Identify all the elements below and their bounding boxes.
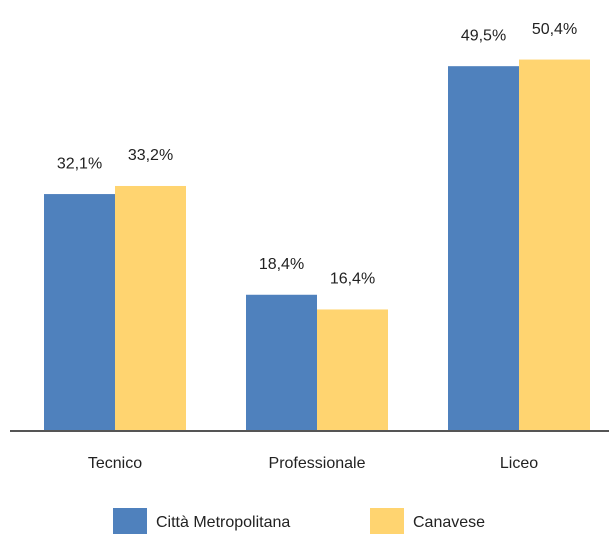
data-label: 33,2% [128, 147, 173, 164]
legend-label: Canavese [413, 514, 485, 531]
data-label: 49,5% [461, 27, 506, 44]
bar [317, 309, 388, 430]
legend-swatch [113, 508, 147, 534]
data-label: 50,4% [532, 21, 577, 38]
bar [246, 294, 317, 430]
data-label: 18,4% [259, 256, 304, 273]
data-label: 32,1% [57, 155, 102, 172]
bar [519, 59, 590, 431]
legend-label: Città Metropolitana [156, 514, 290, 531]
x-tick-label: Liceo [500, 455, 538, 472]
bar [115, 185, 186, 430]
x-tick-label: Tecnico [88, 455, 142, 472]
legend-swatch [370, 508, 404, 534]
data-label: 16,4% [330, 271, 375, 288]
x-tick-label: Professionale [269, 455, 366, 472]
bar [448, 66, 519, 431]
bar [44, 194, 115, 430]
